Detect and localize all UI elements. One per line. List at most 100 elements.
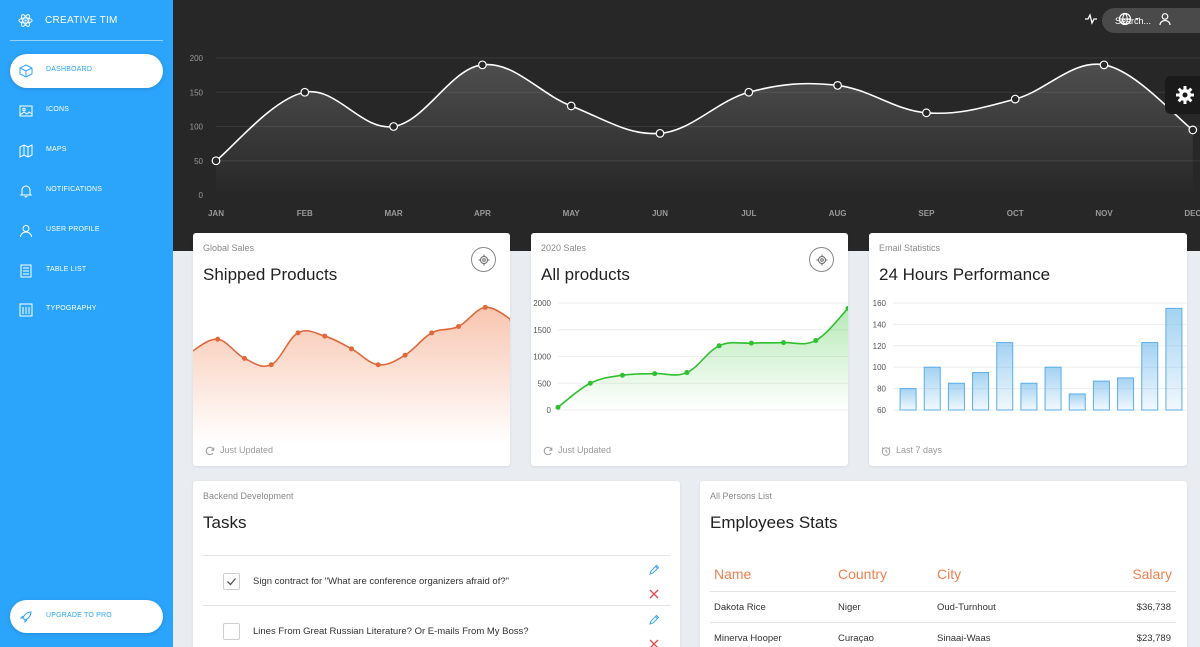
bar — [1020, 382, 1038, 411]
column-header-salary[interactable]: Salary — [1132, 566, 1172, 582]
x-tick-label: FEB — [297, 209, 313, 218]
activity-icon[interactable] — [1084, 12, 1098, 26]
card-title: Shipped Products — [203, 265, 338, 284]
y-tick-label: 1500 — [533, 326, 551, 335]
sidebar-item-icons[interactable]: ICONS — [10, 94, 163, 128]
y-tick-label: 80 — [877, 385, 886, 394]
card-footer: Just Updated — [205, 445, 273, 456]
data-point — [555, 404, 561, 410]
data-point — [744, 87, 754, 97]
data-point — [268, 362, 274, 368]
gear-icon — [478, 254, 490, 266]
data-point — [813, 337, 819, 343]
data-point — [389, 122, 399, 131]
column-header-name[interactable]: Name — [714, 566, 752, 582]
data-point — [402, 352, 408, 358]
search-input[interactable]: Search... — [1102, 8, 1200, 33]
sidebar-item-dashboard[interactable]: DASHBOARD — [10, 54, 163, 88]
data-point — [509, 318, 510, 322]
settings-toggle-button[interactable] — [1165, 76, 1200, 114]
edit-icon[interactable] — [648, 614, 660, 626]
user-icon — [20, 225, 32, 238]
data-point — [781, 340, 787, 346]
area-fill — [193, 307, 510, 443]
edit-icon[interactable] — [648, 564, 660, 576]
employees-card: All Persons List Employees Stats Name Co… — [700, 481, 1187, 647]
data-point — [1010, 94, 1020, 104]
bell-icon — [19, 185, 33, 198]
task-checkbox[interactable] — [223, 573, 240, 590]
y-tick-label: 0 — [199, 191, 204, 200]
y-tick-label: 50 — [194, 157, 203, 166]
cell-salary: $23,789 — [1136, 633, 1171, 644]
task-checkbox[interactable] — [223, 623, 240, 640]
bar — [947, 382, 965, 411]
x-tick-label: DEC — [1184, 209, 1200, 218]
close-icon[interactable] — [648, 588, 660, 600]
data-point — [833, 80, 842, 90]
card-footer-text: Last 7 days — [896, 445, 943, 456]
y-tick-label: 140 — [873, 320, 887, 329]
data-point — [684, 370, 690, 376]
clock-icon — [881, 447, 891, 456]
globe-icon[interactable] — [1118, 12, 1132, 26]
y-tick-label: 200 — [190, 54, 204, 63]
brand-divider — [10, 40, 163, 41]
data-point — [242, 355, 247, 361]
area-fill — [558, 308, 848, 410]
card-footer-text: Just Updated — [220, 445, 274, 456]
data-point — [375, 362, 381, 368]
data-point — [322, 333, 328, 339]
upgrade-label: UPGRADE TO PRO — [46, 612, 112, 619]
data-point — [349, 346, 354, 352]
x-tick-label: MAY — [563, 209, 581, 218]
x-tick-label: OCT — [1007, 209, 1024, 218]
sidebar-item-typography[interactable]: TYPOGRAPHY — [10, 293, 163, 327]
y-tick-label: 60 — [877, 406, 886, 415]
bar — [1141, 342, 1159, 411]
check-icon — [227, 578, 236, 586]
sidebar-item-maps[interactable]: MAPS — [10, 134, 163, 168]
data-point — [652, 371, 658, 377]
y-tick-label: 160 — [873, 299, 887, 308]
y-tick-label: 100 — [190, 123, 204, 132]
task-row: Lines From Great Russian Literature? Or … — [203, 605, 670, 647]
column-header-country[interactable]: Country — [838, 566, 888, 582]
series-line — [557, 307, 848, 408]
atom-icon — [18, 14, 33, 27]
all-products-chart: 0 500 1000 1500 2000 — [533, 299, 848, 415]
brand[interactable]: CREATIVE TIM — [0, 0, 173, 41]
x-tick-label: JAN — [208, 209, 224, 218]
column-header-city[interactable]: City — [937, 566, 962, 582]
sidebar-item-label: USER PROFILE — [46, 226, 100, 233]
all-products-card: 2020 Sales All products 0 500 1000 1500 2000… — [531, 233, 848, 466]
gear-icon — [816, 254, 828, 266]
data-point — [845, 305, 848, 311]
data-point — [478, 60, 487, 70]
upgrade-button[interactable]: UPGRADE TO PRO — [10, 600, 163, 633]
card-footer: Last 7 days — [881, 445, 942, 456]
task-text: Lines From Great Russian Literature? Or … — [253, 626, 529, 637]
card-settings-button[interactable] — [809, 247, 834, 272]
card-category: Email Statistics — [879, 243, 941, 253]
sidebar-item-user-profile[interactable]: USER PROFILE — [10, 214, 163, 248]
bar — [1092, 380, 1110, 411]
bar — [1044, 366, 1062, 411]
sidebar-item-label: DASHBOARD — [46, 66, 93, 73]
data-point — [1188, 125, 1198, 135]
bar — [899, 388, 917, 411]
main-chart-panel: 0 50 100 150 200 JAN FEB MAR APR MAY JUN JUL AUG SEP O… — [173, 0, 1200, 251]
card-settings-button[interactable] — [471, 247, 496, 272]
y-tick-label: 0 — [547, 406, 552, 415]
main-line-chart: 0 50 100 150 200 JAN FEB MAR APR MAY JUN JUL AUG SEP O… — [190, 54, 1200, 218]
tasks-card: Backend Development Tasks Sign contract … — [193, 481, 680, 647]
task-text: Sign contract for "What are conference o… — [253, 576, 509, 587]
cell-name: Minerva Hooper — [714, 633, 782, 644]
sidebar-item-notifications[interactable]: NOTIFICATIONS — [10, 174, 163, 208]
close-icon[interactable] — [648, 638, 660, 647]
performance-card: Email Statistics 24 Hours Performance 60… — [869, 233, 1187, 466]
refresh-icon — [543, 446, 553, 456]
user-account-icon[interactable] — [1158, 12, 1172, 26]
sidebar-item-table-list[interactable]: TABLE LIST — [10, 254, 163, 288]
chevron-down-icon[interactable] — [1133, 12, 1141, 26]
